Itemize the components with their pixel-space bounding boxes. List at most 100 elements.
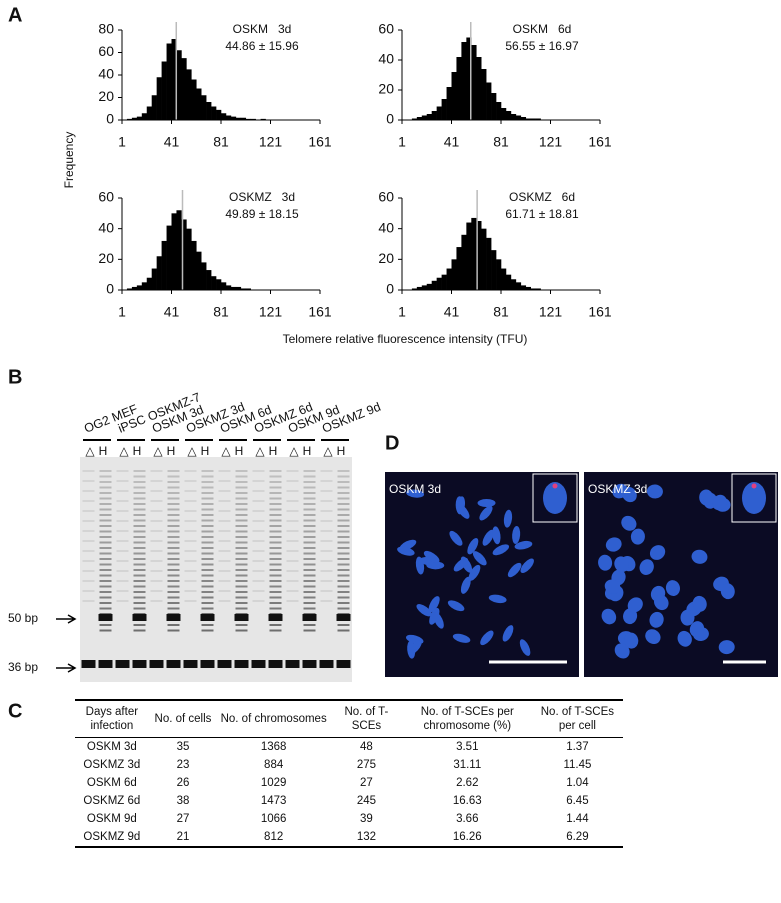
gel-band [167,552,180,555]
gel-band [303,558,316,560]
chromosome [639,559,654,575]
gel-band [201,607,214,610]
table-cell: 35 [176,741,190,753]
histogram-bar [141,113,148,120]
histogram-bar [491,93,497,120]
gel-band [269,558,282,560]
histogram-bar [505,274,512,290]
gel-band [268,614,283,621]
gel-band [303,591,316,593]
gel-band [337,558,350,560]
panel-label: B [8,366,22,388]
gel-band [184,490,197,492]
gel-band [269,563,282,566]
gel-band [201,563,214,566]
gel-band [167,481,180,483]
lane-sub: △ [255,444,265,458]
histogram-bar [491,250,497,290]
gel-band [82,580,95,582]
gel-band [286,590,299,592]
gel-band [286,510,299,512]
gel-band [116,550,129,552]
lane-sub: △ [221,444,231,458]
header-cell: No. of chromosomes [217,699,331,738]
chromosome [416,604,432,617]
gel-band [150,500,163,502]
gel-band [166,614,181,621]
gel-band [320,570,333,572]
histogram-bar [451,259,457,290]
gel-band [252,560,265,562]
histogram-bar [505,111,512,120]
table-cell: 11.45 [563,759,592,771]
histogram-bar [476,221,482,290]
gel-band [303,585,316,588]
gel-band [303,525,316,527]
gel-band [337,574,350,577]
gel-band [235,558,248,560]
panel-label: C [8,700,22,722]
y-tick-label: 20 [378,250,394,266]
gel-band [235,580,248,582]
gel-band [133,497,146,500]
histogram-bar [166,43,172,120]
gel-band [184,540,197,542]
chromosome [406,489,425,498]
gel-band [116,470,129,472]
table-cell: 6.45 [566,795,589,807]
header-cell: No. of T-SCEs per cell [531,699,623,738]
gel-band [286,470,299,472]
x-tick-label: 161 [588,304,612,320]
annotation: OSKM 3d [233,22,292,36]
gel-band [303,486,316,489]
gel-band [133,508,146,511]
gel-band [201,514,214,516]
histogram-bar [441,274,447,290]
histogram-bar [196,251,202,290]
gel-band [82,520,95,522]
gel-band [133,558,146,560]
gel-band [337,536,350,538]
histogram-bar [201,95,207,120]
histogram-bar [446,268,452,290]
gel-band [337,602,350,604]
x-tick-label: 81 [213,134,229,150]
table-cell: 27 [176,813,190,825]
gel-band [133,525,146,527]
table-cell: 1.04 [566,777,589,789]
histogram-bar [126,118,133,120]
table-body: OSKM 3d 35 1368 48 3.51 1.37 OSKMZ 3d 23 884 275 3… [75,738,623,848]
gel-band [116,480,129,482]
table-cell: OSKMZ 9d [75,828,149,848]
gel-band [133,492,146,494]
gel-band [303,519,316,522]
marker-label: 36 bp [8,660,38,674]
histogram-bar [136,285,143,290]
histogram-bar [481,69,487,120]
lane-sub: △ [153,444,163,458]
histogram-bar [471,45,477,120]
gel-band [235,563,248,566]
gel-band [269,585,282,588]
histogram-bar [501,108,507,120]
gel-band [218,500,231,502]
histogram-bar [221,113,227,120]
gel-band [201,585,214,588]
gel-band [116,570,129,572]
gel-band [303,514,316,516]
y-tick-label: 0 [386,281,394,297]
chromosome [433,612,444,629]
gel-band [150,560,163,562]
lane-sub: △ [289,444,299,458]
histogram-bar [151,95,157,120]
gel-band [218,490,231,492]
y-tick-label: 20 [378,81,394,97]
gel-band [303,503,316,505]
gel-band [269,629,282,632]
gel-band [99,602,112,604]
gel-band [303,629,316,632]
x-tick-label: 1 [118,304,126,320]
histogram-bar [131,117,138,120]
chromosome [482,529,495,546]
